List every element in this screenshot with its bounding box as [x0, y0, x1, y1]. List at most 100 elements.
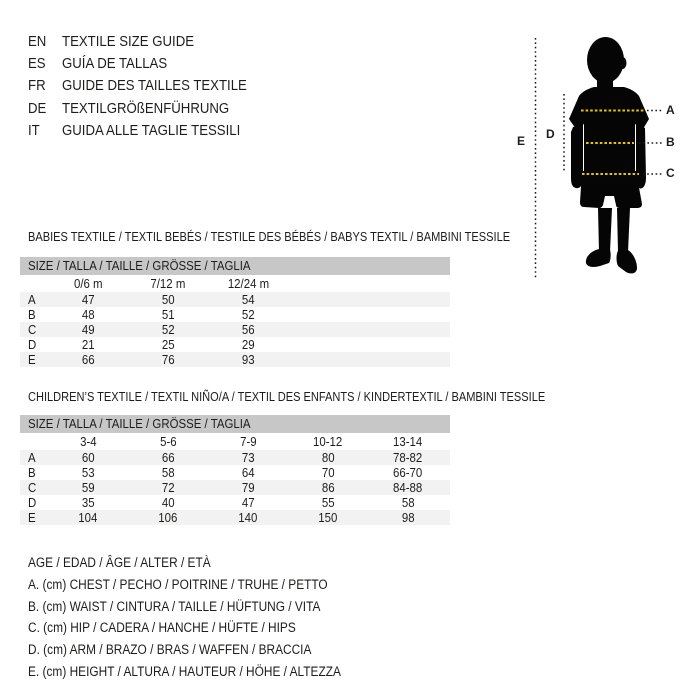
- column-header: 0/6 m: [73, 276, 103, 291]
- cell: 49: [81, 322, 95, 337]
- row-label: C: [28, 322, 37, 337]
- cell: 50: [161, 292, 175, 307]
- column-header: 13-14: [393, 434, 423, 449]
- cell: 59: [81, 480, 95, 495]
- cell: 52: [241, 307, 255, 322]
- cell: 58: [161, 465, 175, 480]
- language-row-it: IT GUIDA ALLE TAGLIE TESSILI: [28, 120, 272, 142]
- silhouette-left-leg: [598, 208, 612, 252]
- cell: 56: [241, 322, 255, 337]
- silhouette-neck: [597, 74, 613, 89]
- silhouette-right-foot: [616, 250, 637, 274]
- children-section-title: CHILDREN’S TEXTILE / TEXTIL NIÑO/A / TEX…: [28, 389, 546, 404]
- cell: 72: [161, 480, 175, 495]
- size-header-bar: SIZE / TALLA / TAILLE / GRÖSSE / TAGLIA: [20, 257, 450, 275]
- measurement-legend: AGE / EDAD / ÂGE / ALTER / ETÀ A. (cm) C…: [28, 552, 384, 683]
- row-label: C: [28, 480, 37, 495]
- cell: 86: [321, 480, 335, 495]
- cell: 70: [321, 465, 335, 480]
- row-label: E: [28, 510, 36, 525]
- language-row-en: EN TEXTILE SIZE GUIDE: [28, 31, 272, 53]
- column-header-row: 0/6 m 7/12 m 12/24 m: [20, 275, 450, 292]
- cell: 60: [81, 450, 95, 465]
- language-row-fr: FR GUIDE DES TAILLES TEXTILE: [28, 75, 272, 97]
- silhouette-right-arm: [635, 124, 646, 189]
- cell: 47: [81, 292, 95, 307]
- column-header: 5-6: [159, 434, 177, 449]
- cell: 53: [81, 465, 95, 480]
- waist-marker-label: B: [666, 135, 675, 149]
- language-code: IT: [28, 121, 40, 139]
- cell: 29: [241, 337, 255, 352]
- cell: 48: [81, 307, 95, 322]
- cell: 106: [158, 510, 178, 525]
- cell: 66-70: [393, 465, 423, 480]
- child-silhouette-diagram: [534, 37, 663, 278]
- cell: 104: [78, 510, 98, 525]
- cell: 150: [318, 510, 338, 525]
- language-code: EN: [28, 33, 47, 50]
- language-title: TEXTILGRÖßENFÜHRUNG: [62, 99, 230, 117]
- legend-line-waist: B. (cm) WAIST / CINTURA / TAILLE / HÜFTU…: [28, 598, 321, 614]
- cell: 25: [161, 337, 175, 352]
- cell: 84-88: [393, 480, 423, 495]
- silhouette-left-foot: [585, 249, 611, 267]
- cell: 93: [241, 352, 255, 367]
- row-label: B: [28, 307, 36, 322]
- row-label: B: [28, 465, 36, 480]
- language-code: FR: [28, 77, 46, 95]
- column-header: 10-12: [313, 434, 343, 449]
- language-row-de: DE TEXTILGRÖßENFÜHRUNG: [28, 98, 272, 120]
- language-title: TEXTILE SIZE GUIDE: [62, 33, 195, 50]
- silhouette-ear: [618, 57, 627, 69]
- cell: 64: [241, 465, 255, 480]
- table-row: E 104 106 140 150 98: [20, 510, 450, 525]
- silhouette-left-arm: [571, 124, 583, 189]
- language-list: EN TEXTILE SIZE GUIDE ES GUÍA DE TALLAS …: [28, 31, 272, 142]
- cell: 76: [161, 352, 175, 367]
- table-row: E 66 76 93: [20, 352, 450, 367]
- column-header: 7/12 m: [150, 276, 186, 291]
- column-header: 12/24 m: [227, 276, 269, 291]
- language-title: GUÍA DE TALLAS: [62, 55, 168, 73]
- cell: 78-82: [393, 450, 423, 465]
- arm-marker-label: D: [546, 127, 555, 141]
- table-row: D 35 40 47 55 58: [20, 495, 450, 510]
- cell: 80: [321, 450, 335, 465]
- column-header-row: 3-4 5-6 7-9 10-12 13-14: [20, 433, 450, 450]
- cell: 66: [81, 352, 95, 367]
- table-row: D 21 25 29: [20, 337, 450, 352]
- cell: 21: [81, 337, 95, 352]
- row-label: D: [28, 337, 37, 352]
- cell: 73: [241, 450, 255, 465]
- cell: 140: [238, 510, 258, 525]
- column-header: 3-4: [79, 434, 97, 449]
- language-code: ES: [28, 55, 46, 73]
- table-row: C 49 52 56: [20, 322, 450, 337]
- cell: 51: [161, 307, 175, 322]
- cell: 79: [241, 480, 255, 495]
- silhouette-right-leg: [617, 208, 630, 252]
- language-title: GUIDE DES TAILLES TEXTILE: [62, 77, 247, 95]
- row-label: E: [28, 352, 36, 367]
- column-header: 7-9: [239, 434, 257, 449]
- cell: 47: [241, 495, 255, 510]
- cell: 55: [321, 495, 335, 510]
- legend-line-height: E. (cm) HEIGHT / ALTURA / HAUTEUR / HÖHE…: [28, 663, 341, 679]
- silhouette-head: [587, 37, 624, 83]
- table-row: B 48 51 52: [20, 307, 450, 322]
- cell: 58: [401, 495, 415, 510]
- height-marker-label: E: [517, 134, 526, 148]
- legend-line-age: AGE / EDAD / ÂGE / ALTER / ETÀ: [28, 555, 211, 570]
- row-label: A: [28, 450, 36, 465]
- size-header-bar: SIZE / TALLA / TAILLE / GRÖSSE / TAGLIA: [20, 415, 450, 433]
- row-label: D: [28, 495, 37, 510]
- language-row-es: ES GUÍA DE TALLAS: [28, 53, 272, 75]
- babies-section-title: BABIES TEXTILE / TEXTIL BEBÉS / TESTILE …: [28, 229, 511, 244]
- cell: 66: [161, 450, 175, 465]
- babies-size-table: SIZE / TALLA / TAILLE / GRÖSSE / TAGLIA …: [20, 257, 450, 367]
- table-row: C 59 72 79 86 84-88: [20, 480, 450, 495]
- silhouette-tshirt: [569, 87, 649, 172]
- silhouette-shorts: [580, 171, 642, 208]
- legend-line-hip: C. (cm) HIP / CADERA / HANCHE / HÜFTE / …: [28, 620, 296, 636]
